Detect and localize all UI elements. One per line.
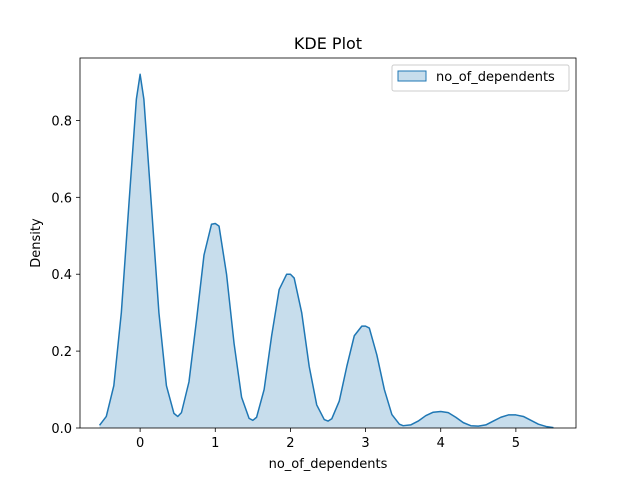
y-tick-label: 0.8 [51,114,72,129]
plot-frame [79,57,577,429]
y-tick-label: 0.0 [51,422,72,437]
y-axis: 0.0 0.2 0.4 0.6 0.8 [51,114,80,437]
legend-box [391,64,570,92]
x-tick-label: 5 [512,436,520,451]
kde-line-0 [98,73,554,429]
y-tick-label: 0.2 [51,345,72,360]
x-tick-label: 1 [211,436,219,451]
legend: no_of_dependents [391,64,570,92]
chart-title: KDE Plot [294,34,362,53]
plot-area [98,73,554,429]
y-axis-label: Density [29,218,44,268]
legend-swatch [397,70,427,82]
x-tick-label: 3 [361,436,369,451]
legend-label: no_of_dependents [436,70,555,85]
x-tick-label: 2 [286,436,294,451]
x-tick-label: 0 [136,436,144,451]
kde-area-fill-0 [99,74,554,429]
y-tick-label: 0.4 [51,268,72,283]
y-tick-label: 0.6 [51,191,72,206]
x-tick-label: 4 [437,436,445,451]
x-axis-label: no_of_dependents [269,457,388,472]
x-axis: 0 1 2 3 4 5 [136,428,520,451]
